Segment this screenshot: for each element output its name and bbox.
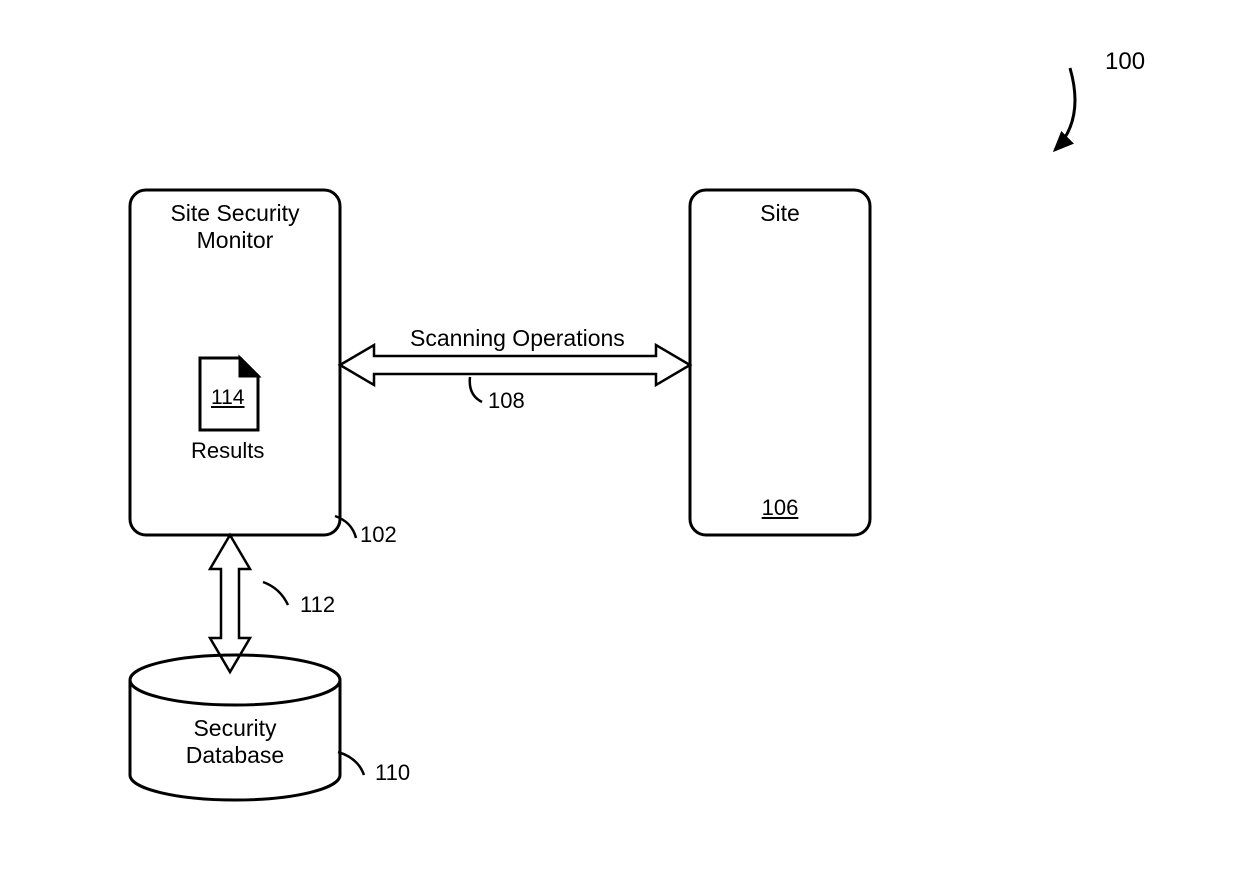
results-label: Results xyxy=(191,438,264,464)
leader-hook-dblink xyxy=(263,582,288,605)
site-box xyxy=(690,190,870,535)
site-title: Site xyxy=(690,200,870,227)
results-document-dogear xyxy=(240,358,258,376)
scanning-label: Scanning Operations xyxy=(410,325,625,352)
scanning-ref-num: 108 xyxy=(488,388,525,414)
figure-reference-label: 100 xyxy=(1105,48,1145,76)
database-title: SecurityDatabase xyxy=(130,715,340,769)
monitor-ref-num: 102 xyxy=(360,522,397,548)
figure-pointer-arrow xyxy=(1055,68,1075,150)
database-ref-num: 110 xyxy=(375,760,410,786)
leader-hook-scanning xyxy=(470,377,482,402)
site-ref-num: 106 xyxy=(690,495,870,521)
dblink-ref-num: 112 xyxy=(300,592,335,618)
monitor-title: Site SecurityMonitor xyxy=(130,200,340,254)
db-link-arrow xyxy=(210,535,250,672)
leader-hook-database xyxy=(338,752,364,775)
results-doc-ref-num: 114 xyxy=(211,386,244,410)
